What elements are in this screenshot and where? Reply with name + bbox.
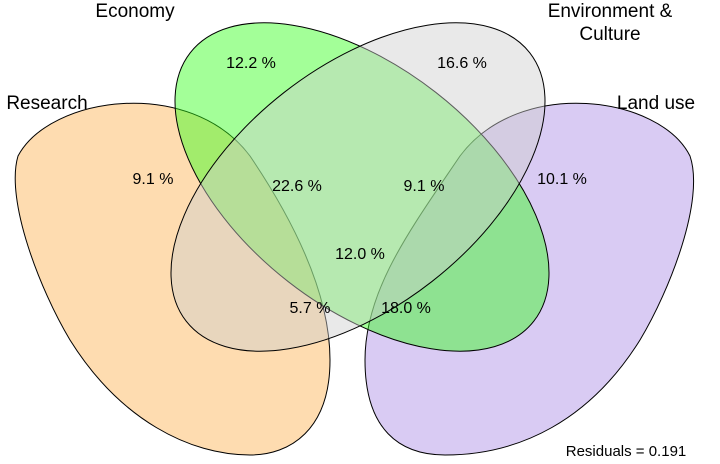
- region-center: 12.0 %: [335, 246, 385, 263]
- set-label-environment-line2: Culture: [579, 24, 640, 45]
- region-economy-landuse-lower-right: 18.0 %: [381, 300, 431, 317]
- set-label-environment: Environment &: [548, 1, 673, 22]
- region-research-economy: 22.6 %: [272, 178, 322, 195]
- set-label-research: Research: [6, 93, 87, 114]
- region-environment-only: 16.6 %: [437, 55, 487, 72]
- region-research-landuse-lower-left: 5.7 %: [290, 300, 331, 317]
- region-economy-only: 12.2 %: [226, 55, 276, 72]
- set-label-economy: Economy: [95, 1, 175, 22]
- set-label-landuse: Land use: [617, 93, 695, 114]
- region-landuse-only: 10.1 %: [537, 171, 587, 188]
- research-ellipse: [14, 102, 331, 456]
- region-environment-landuse: 9.1 %: [404, 178, 445, 195]
- residuals-label: Residuals = 0.191: [566, 443, 687, 460]
- environment-ellipse: [170, 22, 546, 352]
- region-research-only: 9.1 %: [133, 171, 174, 188]
- landuse-ellipse: [364, 102, 694, 456]
